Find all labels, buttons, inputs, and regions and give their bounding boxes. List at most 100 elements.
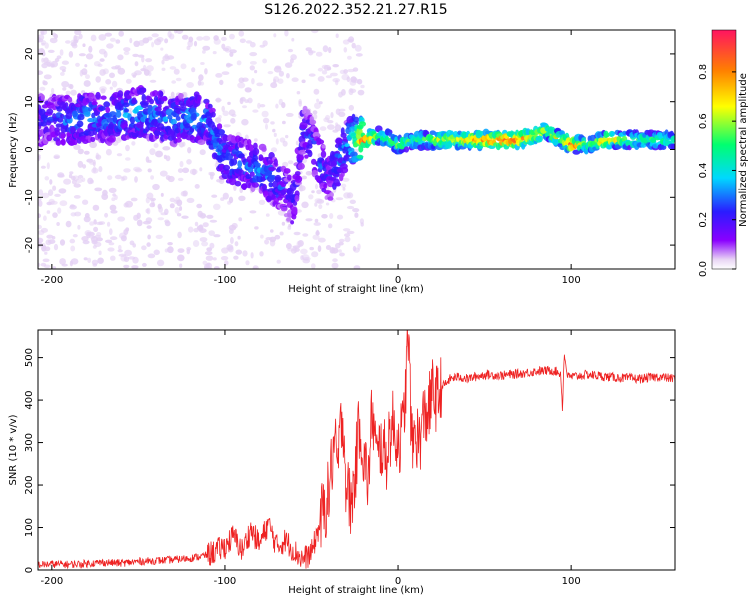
spectrogram-cell bbox=[537, 135, 543, 143]
spectrogram-speckle bbox=[105, 148, 112, 156]
spectrogram-speckle bbox=[220, 197, 225, 202]
spectrogram-speckle bbox=[196, 36, 204, 41]
spectrogram-cell bbox=[197, 94, 202, 101]
spectrogram-speckle bbox=[270, 147, 278, 153]
spectrogram-cell bbox=[122, 102, 130, 108]
spectrogram-speckle bbox=[53, 33, 59, 39]
spectrogram-speckle bbox=[125, 227, 130, 232]
spectrogram-cell bbox=[309, 119, 317, 125]
spectrogram-speckle bbox=[332, 258, 338, 263]
spectrogram-speckle bbox=[352, 245, 357, 252]
spectrogram-speckle bbox=[59, 200, 68, 207]
spectrogram-speckle bbox=[193, 40, 198, 47]
snr-y-tick-label: 200 bbox=[24, 475, 35, 494]
spectrogram-speckle bbox=[82, 43, 86, 47]
spectrogram-speckle bbox=[163, 154, 167, 160]
spectrogram-speckle bbox=[196, 203, 203, 209]
spectrogram-speckle bbox=[42, 80, 48, 86]
spectrogram-speckle bbox=[242, 250, 248, 257]
spectrogram-speckle bbox=[129, 37, 133, 44]
spectrogram-speckle bbox=[273, 132, 277, 137]
spectrogram-speckle bbox=[142, 37, 150, 44]
spectrogram-cell bbox=[267, 170, 273, 176]
spectrogram-speckle bbox=[282, 120, 286, 125]
spectrogram-speckle bbox=[91, 259, 99, 266]
spectrogram-speckle bbox=[265, 213, 270, 217]
spectrogram-cell bbox=[323, 183, 328, 189]
spectrogram-speckle bbox=[79, 69, 84, 77]
spectrogram-speckle bbox=[187, 147, 192, 154]
spectrogram-speckle bbox=[102, 189, 108, 196]
spectrogram-cell bbox=[167, 114, 173, 120]
spectrogram-cell bbox=[247, 139, 252, 146]
spectrogram-speckle bbox=[208, 230, 215, 237]
spectrogram-speckle bbox=[259, 44, 266, 48]
spectrogram-speckle bbox=[332, 129, 339, 133]
spectrogram-cell bbox=[197, 139, 206, 145]
spectrogram-cell bbox=[192, 112, 197, 119]
spectrogram-cell bbox=[290, 220, 295, 225]
spectrogram-speckle bbox=[120, 235, 127, 242]
spectrogram-speckle bbox=[352, 67, 359, 72]
spectrogram-speckle bbox=[164, 219, 170, 224]
spectrogram-x-tick-label: -100 bbox=[214, 275, 237, 286]
spectrogram-cell bbox=[340, 166, 349, 174]
spectrogram-speckle bbox=[123, 256, 130, 263]
spectrogram-speckle bbox=[46, 234, 54, 239]
spectrogram-speckle bbox=[331, 262, 339, 269]
spectrogram-speckle bbox=[221, 36, 227, 42]
spectrogram-speckle bbox=[281, 221, 286, 226]
spectrogram-speckle bbox=[150, 175, 155, 180]
spectrogram-speckle bbox=[38, 38, 44, 43]
spectrogram-speckle bbox=[317, 76, 325, 82]
spectrogram-cell bbox=[304, 154, 309, 159]
spectrogram-speckle bbox=[110, 210, 118, 214]
spectrogram-speckle bbox=[270, 229, 274, 233]
spectrogram-cell bbox=[488, 145, 496, 149]
spectrogram-speckle bbox=[313, 222, 321, 226]
spectrogram-speckle bbox=[287, 160, 294, 165]
colorbar-tick-label: 0.2 bbox=[698, 212, 709, 228]
spectrogram-speckle bbox=[278, 98, 283, 106]
spectrogram-speckle bbox=[177, 254, 185, 262]
spectrogram-speckle bbox=[43, 74, 52, 80]
spectrogram-speckle bbox=[317, 245, 322, 253]
spectrogram-cell bbox=[157, 104, 162, 109]
colorbar: 0.0 0.2 0.4 0.6 0.8 Normalized spectral ampl… bbox=[698, 29, 749, 277]
spectrogram-speckle bbox=[68, 51, 74, 58]
spectrogram-speckle bbox=[278, 70, 284, 77]
spectrogram-speckle bbox=[249, 61, 257, 65]
spectrogram-speckle bbox=[91, 167, 99, 174]
spectrogram-speckle bbox=[69, 204, 75, 208]
spectrogram-speckle bbox=[293, 231, 301, 236]
spectrogram-cell bbox=[100, 95, 107, 100]
spectrogram-speckle bbox=[38, 197, 42, 201]
spectrogram-speckle bbox=[285, 112, 294, 117]
spectrogram-speckle bbox=[202, 50, 206, 54]
spectrogram-speckle bbox=[338, 249, 342, 253]
spectrogram-speckle bbox=[60, 71, 65, 76]
spectrogram-speckle bbox=[38, 262, 41, 267]
spectrogram-speckle bbox=[301, 201, 309, 209]
spectrogram-speckle bbox=[175, 30, 184, 34]
spectrogram-speckle bbox=[211, 194, 218, 198]
spectrogram-speckle bbox=[70, 258, 79, 265]
spectrogram-speckle bbox=[42, 258, 50, 263]
spectrogram-speckle bbox=[99, 58, 105, 62]
spectrogram-speckle bbox=[161, 67, 166, 72]
snr-y-axis-label: SNR (10 * v/v) bbox=[8, 414, 19, 485]
spectrogram-speckle bbox=[125, 157, 131, 161]
spectrogram-cell bbox=[207, 103, 213, 109]
spectrogram-speckle bbox=[355, 53, 363, 57]
spectrogram-cell bbox=[610, 131, 615, 136]
spectrogram-cell bbox=[356, 154, 364, 159]
spectrogram-cell bbox=[283, 168, 291, 174]
spectrogram-speckle bbox=[277, 78, 284, 84]
spectrogram-speckle bbox=[285, 134, 289, 139]
spectrogram-speckle bbox=[181, 34, 189, 40]
spectrogram-speckle bbox=[181, 215, 189, 219]
snr-y-tick-label: 400 bbox=[24, 391, 35, 410]
spectrogram-speckle bbox=[227, 200, 232, 205]
spectrogram-speckle bbox=[159, 170, 168, 177]
spectrogram-speckle bbox=[252, 109, 259, 113]
